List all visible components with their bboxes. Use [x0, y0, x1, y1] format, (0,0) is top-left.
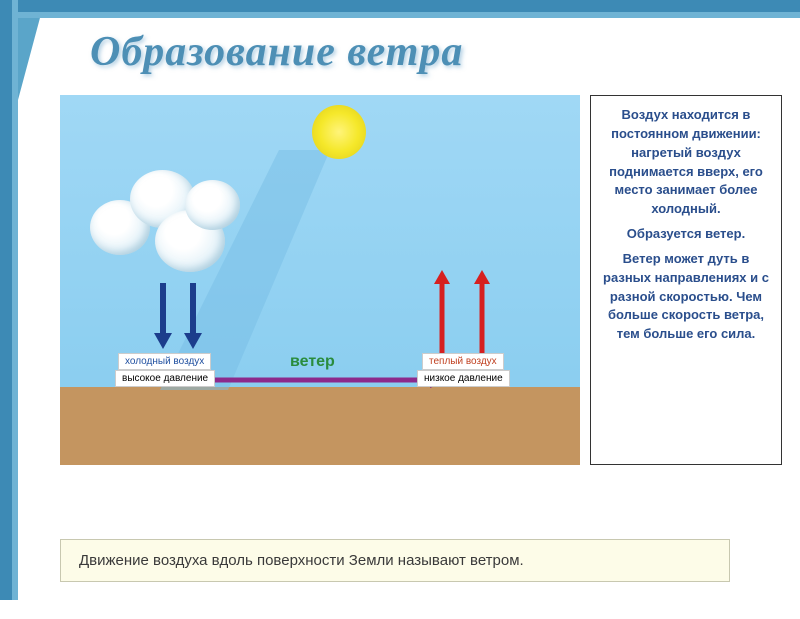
- page-title: Образование ветра: [90, 28, 463, 76]
- high-pressure-label: высокое давление: [115, 370, 215, 387]
- warm-arrow-up-icon: [474, 270, 490, 356]
- decorative-left-stripe: [0, 0, 12, 600]
- decorative-left-stripe-inner: [12, 0, 18, 600]
- side-explanation-box: Воздух находится в постоянном движении: …: [590, 95, 782, 465]
- wind-arrow-icon: [215, 372, 450, 388]
- bottom-caption-text: Движение воздуха вдоль поверхности Земли…: [79, 552, 524, 569]
- cold-air-label: холодный воздух: [118, 353, 211, 370]
- decorative-top-stripe: [0, 0, 800, 12]
- bottom-caption-box: Движение воздуха вдоль поверхности Земли…: [60, 539, 730, 582]
- cloud-group: [90, 170, 250, 280]
- sky-region: холодный воздух высокое давление теплый …: [60, 95, 580, 387]
- decorative-top-stripe-inner: [0, 12, 800, 18]
- wind-diagram: холодный воздух высокое давление теплый …: [60, 95, 580, 465]
- cloud-puff: [185, 180, 240, 230]
- warm-arrow-up-icon: [434, 270, 450, 356]
- ground-region: [60, 387, 580, 465]
- low-pressure-label: низкое давление: [417, 370, 510, 387]
- side-text-para-3: Ветер может дуть в разных направлениях и…: [599, 250, 773, 344]
- side-text-para-2: Образуется ветер.: [599, 225, 773, 244]
- cold-arrow-down-icon: [184, 283, 202, 349]
- side-text-para-1: Воздух находится в постоянном движении: …: [599, 106, 773, 219]
- warm-air-label: теплый воздух: [422, 353, 504, 370]
- wind-label: ветер: [290, 353, 335, 371]
- cold-arrow-down-icon: [154, 283, 172, 349]
- sun-icon: [310, 103, 368, 161]
